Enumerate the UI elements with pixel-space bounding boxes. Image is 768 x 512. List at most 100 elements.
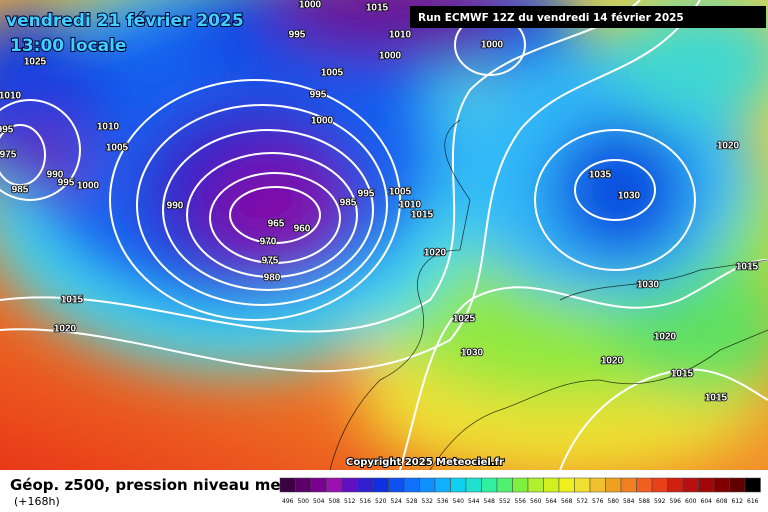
color-swatch (651, 477, 668, 493)
scale-label: 496 (282, 498, 294, 505)
scale-label: 504 (313, 498, 325, 505)
isobar-label: 970 (260, 237, 277, 248)
scale-label: 568 (561, 498, 573, 505)
isobar-label: 1000 (299, 0, 322, 11)
scale-label: 612 (732, 498, 744, 505)
color-swatch (450, 477, 467, 493)
color-swatch (295, 477, 312, 493)
color-swatch (310, 477, 327, 493)
color-swatch (667, 477, 684, 493)
isobar-label: 995 (310, 90, 327, 101)
isobar-label: 1020 (54, 324, 77, 335)
isobar-label: 1025 (453, 314, 476, 325)
isobar-label: 1015 (61, 295, 84, 306)
scale-label: 532 (422, 498, 434, 505)
isobar-label: 1025 (24, 57, 47, 68)
isobar-label: 965 (268, 219, 285, 230)
scale-label: 616 (747, 498, 759, 505)
isobar-label: 1015 (411, 210, 434, 221)
isobar-label: 975 (262, 256, 279, 267)
scale-label: 608 (716, 498, 728, 505)
isobar-label: 995 (58, 178, 75, 189)
color-swatch (527, 477, 544, 493)
isobar-label: 1030 (618, 191, 641, 202)
scale-label: 528 (406, 498, 418, 505)
isobar-label: 1015 (736, 262, 759, 273)
isobar-label: 1020 (654, 332, 677, 343)
scale-label: 588 (639, 498, 651, 505)
isobar-label: 1000 (311, 116, 334, 127)
isobar-label: 1010 (0, 91, 22, 102)
color-swatch (636, 477, 653, 493)
isobar-label: 995 (0, 125, 14, 136)
scale-label: 556 (515, 498, 527, 505)
scale-label: 580 (608, 498, 620, 505)
scale-label: 540 (453, 498, 465, 505)
isobar-label: 960 (294, 224, 311, 235)
isobars (0, 0, 768, 470)
valid-date: vendredi 21 février 2025 (6, 11, 244, 31)
geopotential-field (0, 0, 768, 470)
color-swatch (279, 477, 296, 493)
color-swatch (682, 477, 699, 493)
color-swatch (481, 477, 498, 493)
color-swatch (388, 477, 405, 493)
color-swatch (403, 477, 420, 493)
isobar-label: 1030 (461, 348, 484, 359)
scale-label: 600 (685, 498, 697, 505)
isobar-label: 1020 (717, 141, 740, 152)
isobar-label: 1020 (424, 248, 447, 259)
color-swatch (574, 477, 591, 493)
footer-subtitle: (+168h) (14, 495, 60, 508)
isobar-label: 1005 (321, 68, 344, 79)
scale-label: 564 (546, 498, 558, 505)
scale-label: 536 (437, 498, 449, 505)
color-swatch (605, 477, 622, 493)
coastlines (329, 119, 768, 470)
scale-label: 604 (701, 498, 713, 505)
scale-label: 520 (375, 498, 387, 505)
valid-time: 13:00 locale (10, 36, 126, 56)
copyright: Copyright 2025 Meteociel.fr (346, 457, 504, 468)
isobar-label: 995 (358, 189, 375, 200)
footer: Géop. z500, pression niveau mer (+168h) … (10, 476, 761, 508)
color-swatch (558, 477, 575, 493)
color-swatch (465, 477, 482, 493)
isobar-label: 1015 (671, 369, 694, 380)
isobar-label: 1000 (77, 181, 100, 192)
isobar-label: 1000 (379, 51, 402, 62)
scale-label: 500 (298, 498, 310, 505)
isobar-label: 990 (167, 201, 184, 212)
run-info: Run ECMWF 12Z du vendredi 14 février 202… (418, 12, 684, 24)
isobar-label: 1020 (601, 356, 624, 367)
footer-title: Géop. z500, pression niveau mer (10, 476, 289, 494)
color-swatch (744, 477, 761, 493)
scale-label: 584 (623, 498, 635, 505)
isobar-label: 985 (340, 198, 357, 209)
scale-label: 548 (484, 498, 496, 505)
scale-label: 512 (344, 498, 356, 505)
isobar-label: 990 (47, 170, 64, 181)
color-swatch (496, 477, 513, 493)
scale-label: 576 (592, 498, 604, 505)
isobar-label: 1015 (366, 3, 389, 14)
color-swatch (729, 477, 746, 493)
isobar-label: 1010 (389, 30, 412, 41)
isobar-label: 1000 (481, 40, 504, 51)
color-swatch (698, 477, 715, 493)
scale-label: 516 (360, 498, 372, 505)
color-swatch (713, 477, 730, 493)
isobar-label: 1030 (637, 280, 660, 291)
isobar-label: 995 (289, 30, 306, 41)
isobar-label: 985 (12, 185, 29, 196)
isobar-label: 975 (0, 150, 17, 161)
isobar-label: 1010 (399, 200, 422, 211)
scale-label: 508 (329, 498, 341, 505)
isobar-label: 1005 (106, 143, 129, 154)
scale-label: 552 (499, 498, 511, 505)
scale-label: 544 (468, 498, 480, 505)
color-swatch (357, 477, 374, 493)
color-swatch (620, 477, 637, 493)
